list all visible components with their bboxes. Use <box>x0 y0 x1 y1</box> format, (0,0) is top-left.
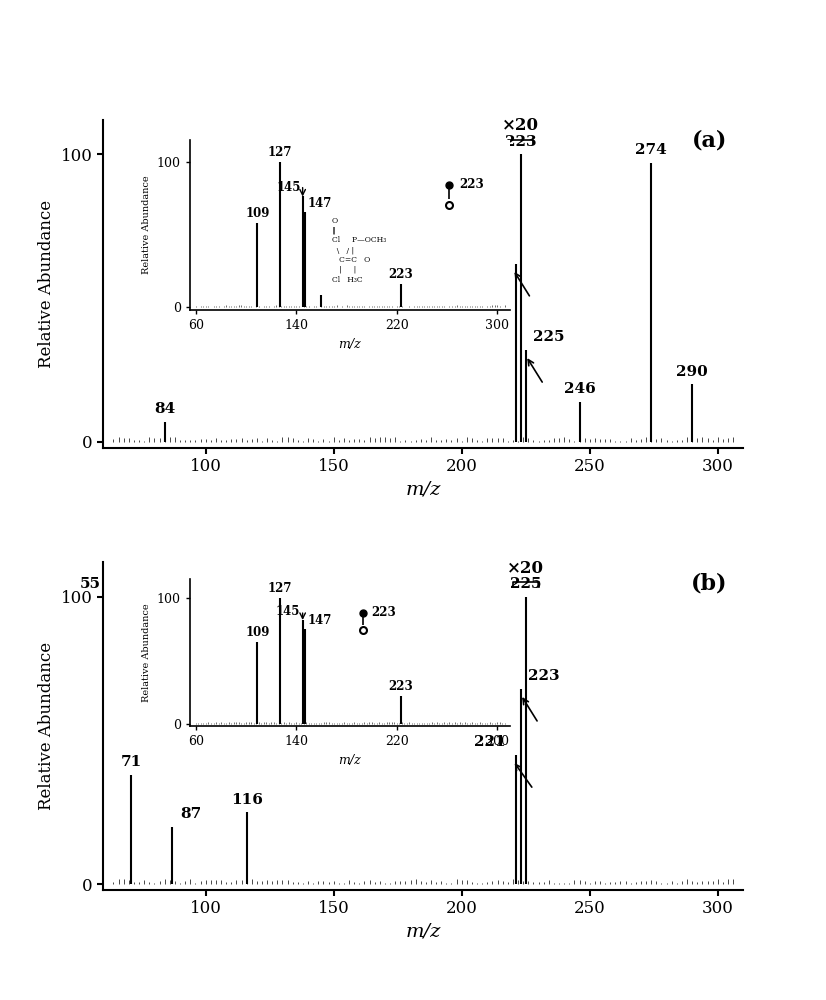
Text: 225: 225 <box>534 330 565 344</box>
Text: ×20: ×20 <box>502 117 539 134</box>
Text: 221: 221 <box>473 735 506 749</box>
Text: 55: 55 <box>80 577 101 591</box>
Text: 87: 87 <box>180 807 202 821</box>
Text: (b): (b) <box>691 572 728 594</box>
Text: 221: 221 <box>473 244 506 258</box>
X-axis label: m/z: m/z <box>406 481 441 499</box>
Text: (a): (a) <box>692 130 728 152</box>
Text: 246: 246 <box>563 382 596 396</box>
Text: ×20: ×20 <box>507 560 544 577</box>
Text: 290: 290 <box>676 365 708 379</box>
Text: 116: 116 <box>230 793 263 807</box>
Text: 223: 223 <box>529 669 560 683</box>
Text: 225: 225 <box>510 577 542 591</box>
Y-axis label: Relative Abundance: Relative Abundance <box>38 642 55 810</box>
Y-axis label: Relative Abundance: Relative Abundance <box>38 200 55 368</box>
X-axis label: m/z: m/z <box>406 923 441 941</box>
Text: 84: 84 <box>154 402 175 416</box>
Text: 223: 223 <box>505 135 536 149</box>
Text: 71: 71 <box>121 755 142 769</box>
Text: 274: 274 <box>635 143 667 157</box>
